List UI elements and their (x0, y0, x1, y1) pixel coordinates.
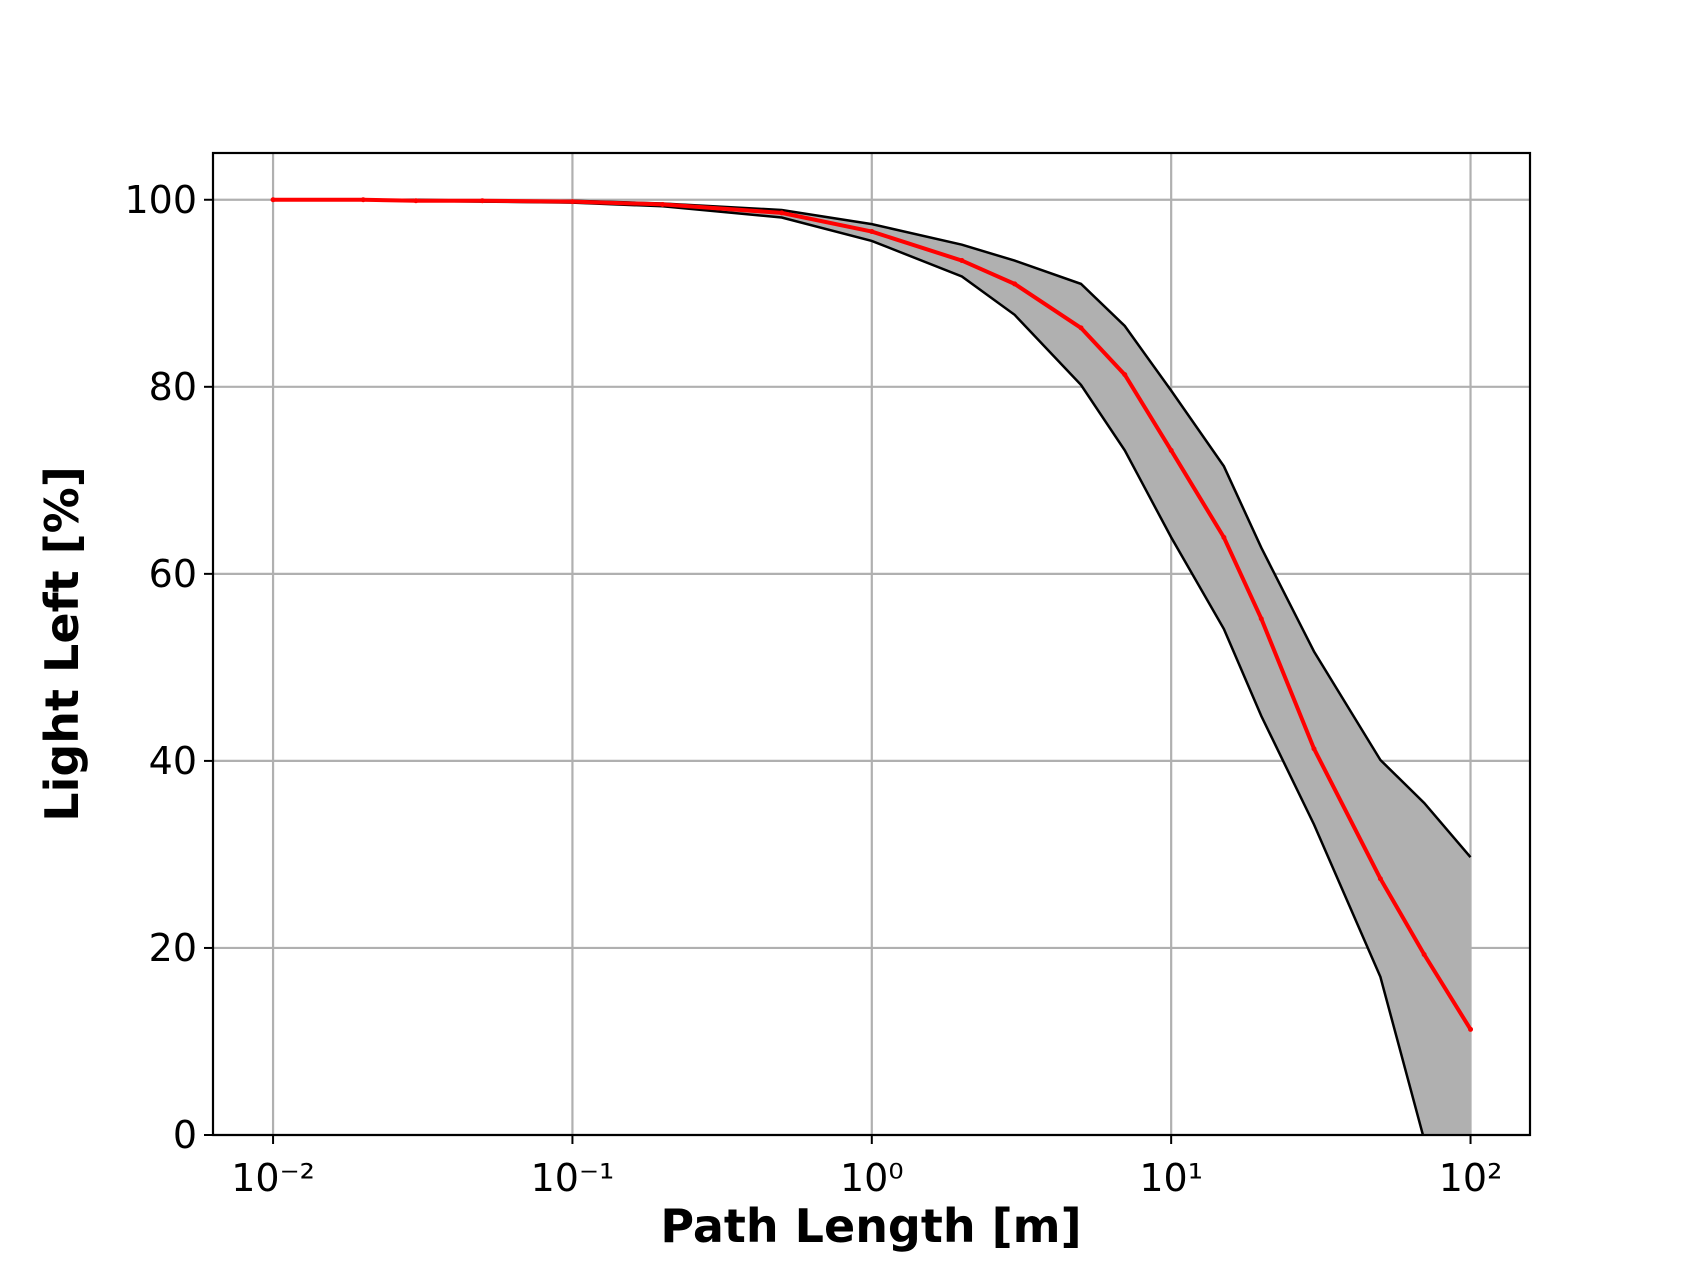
point (1468, 1026, 1474, 1032)
point (869, 229, 875, 235)
ticks: 0 20 40 60 80 100 10⁻² 10⁻¹ 10⁰ 10¹ 10² (124, 178, 1502, 1200)
y-tick-label: 80 (149, 365, 197, 409)
x-tick-label: 10¹ (1139, 1156, 1203, 1200)
point (569, 199, 575, 205)
uncertainty-band (273, 199, 1471, 1135)
y-tick-label: 40 (149, 739, 197, 783)
point (1122, 372, 1128, 378)
point (1078, 325, 1084, 331)
point (1168, 447, 1174, 453)
grid (213, 153, 1530, 1137)
y-tick-label: 0 (173, 1113, 197, 1157)
point (1258, 616, 1264, 622)
plot-area (270, 197, 1474, 1135)
point (779, 210, 785, 216)
point (1221, 534, 1227, 540)
point (479, 198, 485, 204)
point (660, 201, 666, 207)
x-tick-label: 10⁻¹ (531, 1156, 615, 1200)
point (1377, 876, 1383, 882)
point (1311, 746, 1317, 752)
x-axis-label: Path Length [m] (660, 1199, 1081, 1253)
point (959, 258, 965, 264)
x-tick-label: 10⁻² (231, 1156, 315, 1200)
point (360, 197, 366, 203)
point (1421, 951, 1427, 957)
point (270, 197, 276, 203)
y-axis-label: Light Left [%] (35, 466, 89, 821)
y-tick-label: 100 (124, 178, 197, 222)
x-tick-label: 10² (1439, 1156, 1503, 1200)
point (413, 198, 419, 204)
y-tick-label: 20 (149, 926, 197, 970)
y-tick-label: 60 (149, 552, 197, 596)
x-tick-label: 10⁰ (840, 1156, 904, 1200)
point (1012, 281, 1018, 287)
